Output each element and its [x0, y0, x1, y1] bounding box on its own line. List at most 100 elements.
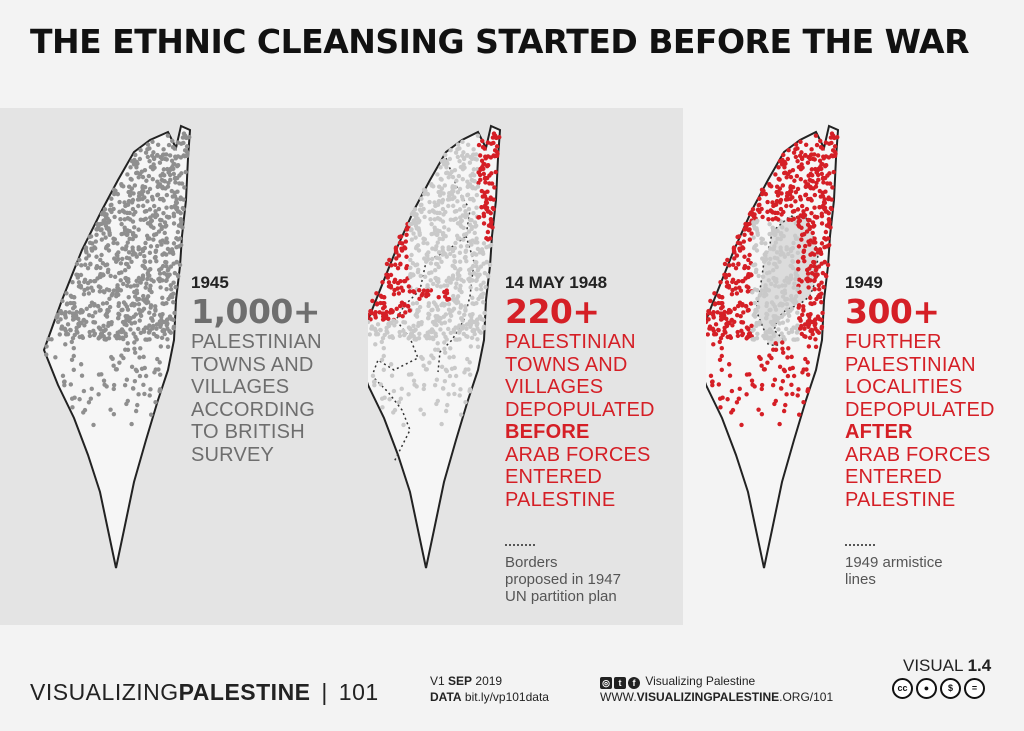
data-link[interactable]: bit.ly/vp101data: [464, 690, 549, 704]
village-dot: [402, 303, 407, 308]
village-dot: [167, 153, 173, 158]
village-dot: [85, 265, 91, 271]
village-dot: [92, 279, 97, 284]
facebook-icon[interactable]: f: [628, 677, 640, 689]
village-dot: [805, 160, 811, 165]
village-dot: [784, 326, 789, 332]
village-dot: [476, 215, 481, 220]
village-dot: [409, 372, 414, 377]
village-dot: [451, 306, 457, 312]
village-dot: [804, 267, 810, 273]
village-dot: [157, 217, 163, 223]
village-dot: [107, 207, 113, 213]
village-dot: [171, 280, 176, 285]
village-dot: [802, 258, 807, 264]
panel-emphasis: BEFORE: [505, 421, 590, 443]
village-dot: [754, 267, 759, 273]
village-dot: [116, 292, 121, 297]
village-dot: [741, 246, 746, 251]
village-dot: [165, 166, 170, 172]
village-dot: [469, 335, 475, 341]
village-dot: [490, 205, 496, 211]
village-dot: [454, 233, 460, 239]
village-dot: [819, 211, 824, 216]
village-dot: [428, 217, 433, 222]
village-dot: [806, 324, 811, 329]
village-dot: [732, 319, 737, 325]
village-dot: [822, 200, 828, 205]
village-dot: [731, 246, 737, 251]
village-dot: [746, 257, 751, 263]
village-dot: [813, 166, 818, 172]
village-dot: [460, 177, 465, 182]
village-dot: [783, 297, 788, 302]
village-dot: [797, 277, 802, 282]
village-dot: [136, 275, 142, 281]
village-dot: [103, 246, 109, 251]
village-dot: [387, 310, 393, 315]
village-dot: [752, 262, 758, 267]
website-link[interactable]: WWW.VISUALIZINGPALESTINE.ORG/101: [600, 689, 833, 705]
village-dot: [726, 362, 732, 367]
village-dot: [458, 222, 463, 228]
village-dot: [391, 388, 397, 394]
village-dot: [446, 275, 452, 281]
village-dot: [792, 233, 798, 239]
village-dot: [384, 272, 389, 277]
village-dot: [751, 246, 757, 251]
village-dot: [380, 405, 385, 410]
village-dot: [458, 387, 463, 392]
village-dot: [818, 144, 824, 150]
village-dot: [778, 197, 784, 203]
village-dot: [368, 332, 372, 337]
village-dot: [749, 231, 754, 236]
village-dot: [792, 208, 797, 214]
village-dot: [439, 364, 445, 370]
village-dot: [103, 235, 108, 240]
village-dot: [392, 323, 397, 328]
village-dot: [776, 189, 781, 194]
village-dot: [481, 221, 487, 226]
village-dot: [475, 246, 481, 252]
village-dot: [757, 196, 762, 201]
village-dot: [469, 242, 474, 247]
village-dot: [431, 336, 436, 342]
village-dot: [810, 156, 816, 162]
village-dot: [812, 236, 817, 241]
panel-count: 1,000+: [191, 292, 321, 331]
village-dot: [474, 252, 479, 257]
village-dot: [830, 148, 836, 153]
instagram-icon[interactable]: ◎: [600, 677, 612, 689]
village-dot: [133, 367, 139, 373]
village-dot: [764, 303, 769, 309]
village-dot: [144, 281, 149, 286]
village-dot: [442, 378, 448, 384]
village-dot: [750, 290, 755, 295]
village-dot: [129, 364, 135, 370]
village-dot: [101, 378, 107, 383]
village-dot: [756, 273, 761, 279]
village-dot: [148, 244, 154, 249]
village-dot: [813, 326, 818, 331]
village-dot: [777, 158, 783, 164]
village-dot: [459, 277, 464, 282]
twitter-icon[interactable]: t: [614, 677, 626, 689]
village-dot: [826, 155, 832, 160]
village-dot: [472, 230, 477, 236]
village-dot: [170, 138, 175, 144]
village-dot: [89, 386, 94, 392]
village-dot: [454, 281, 459, 286]
village-dot: [413, 246, 419, 251]
village-dot: [166, 170, 171, 175]
village-dot: [485, 189, 490, 194]
brand-logo[interactable]: VISUALIZINGPALESTINE | 101: [30, 679, 379, 706]
village-dot: [107, 331, 112, 337]
village-dot: [386, 280, 392, 285]
village-dot: [404, 232, 409, 237]
village-dot: [393, 262, 398, 267]
village-dot: [99, 372, 104, 377]
village-dot: [740, 303, 745, 308]
village-dot: [810, 331, 815, 337]
village-dot: [78, 272, 84, 278]
village-dot: [388, 272, 394, 278]
